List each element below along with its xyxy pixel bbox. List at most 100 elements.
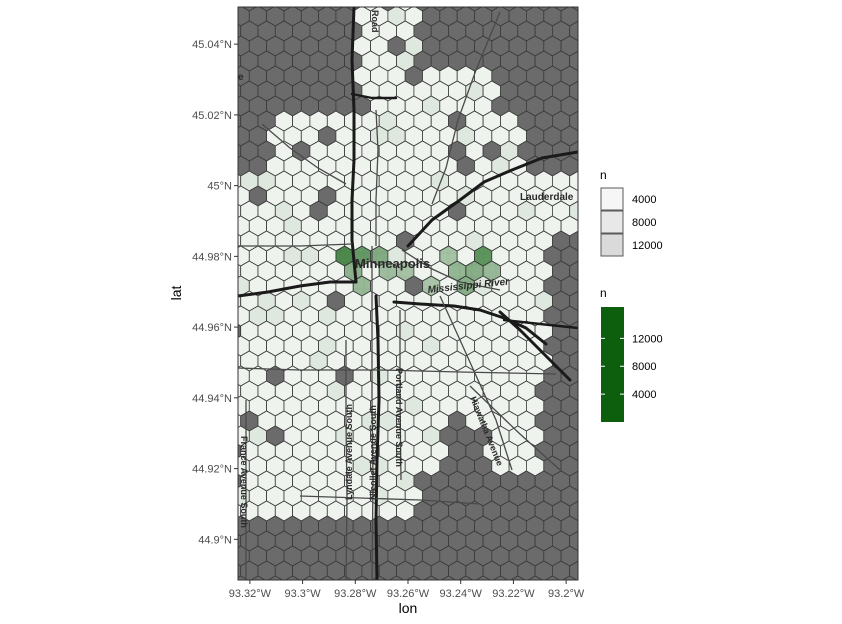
y-tick-label: 45°N: [207, 181, 232, 193]
hex-cell: [388, 575, 405, 580]
hex-cell: [578, 216, 595, 236]
hex-cell: [544, 575, 561, 580]
hex-cell: [569, 290, 578, 312]
hex-cell: [406, 575, 422, 580]
hex-cell: [578, 156, 595, 176]
highway-94-north: [350, 7, 358, 284]
highway-55: [498, 310, 572, 382]
hex-cell: [569, 380, 578, 402]
x-tick-label: 93.22°W: [492, 588, 535, 600]
highway-35w-north: [406, 150, 578, 248]
hex-cell: [578, 366, 595, 386]
hex-cell: [578, 336, 595, 356]
road-minnehaha: [469, 385, 561, 471]
hexbin-layer: [238, 6, 595, 580]
hex-cell: [354, 575, 370, 580]
hex-cell: [578, 276, 595, 296]
legend-fill-label: 4000: [632, 389, 656, 401]
hex-cell: [578, 96, 595, 116]
hex-cell: [562, 575, 578, 580]
road-mid: [238, 243, 353, 247]
x-tick-label: 93.32°W: [229, 588, 272, 600]
hex-cell: [578, 396, 595, 416]
highway-35w-south: [374, 294, 381, 580]
road-portland: [399, 310, 402, 481]
hex-cell: [569, 80, 578, 102]
hex-cell: [475, 575, 491, 580]
highway-94-east: [392, 300, 548, 346]
hex-cell: [578, 36, 595, 56]
road-west-broadway: [261, 123, 347, 185]
hex-cell: [527, 575, 543, 580]
hex-cell: [578, 306, 595, 326]
x-tick-label: 93.24°W: [440, 588, 483, 600]
x-tick-label: 93.2°W: [548, 588, 585, 600]
hex-cell: [267, 575, 284, 580]
hex-cell: [302, 575, 318, 580]
road-lake-street: [238, 367, 557, 375]
legend-alpha: n 4000 8000 12000: [600, 168, 663, 257]
road-label-portland: Portland Avenue South: [394, 368, 404, 467]
x-tick-label: 93.26°W: [387, 588, 430, 600]
hex-cell: [569, 350, 578, 372]
hex-cell: [250, 575, 266, 580]
hex-cell: [336, 575, 353, 580]
legend-alpha-key: [600, 233, 624, 257]
road-northeast: [431, 11, 501, 205]
hex-cell: [319, 575, 335, 580]
hex-cell: [238, 575, 249, 580]
y-axis-title: lat: [168, 286, 184, 301]
hex-cell: [510, 575, 526, 580]
hex-cell: [578, 426, 595, 446]
highway-east: [502, 318, 578, 330]
hex-cell: [569, 50, 578, 72]
hex-cell: [569, 470, 578, 492]
y-tick-label: 44.98°N: [192, 251, 232, 263]
y-axis: 44.9°N 44.92°N 44.94°N 44.96°N 44.98°N 45°N 45…: [192, 39, 238, 546]
x-tick-label: 93.28°W: [334, 588, 377, 600]
y-tick-label: 44.94°N: [192, 393, 232, 405]
y-tick-label: 45.02°N: [192, 110, 232, 122]
road-label-nicollet: Nicollet Avenue South: [368, 405, 378, 500]
y-tick-label: 44.9°N: [198, 534, 232, 546]
hex-cell: [578, 6, 595, 26]
roads: [238, 11, 561, 580]
x-tick-label: 93.3°W: [284, 588, 321, 600]
road-nicollet: [371, 246, 374, 580]
legend-fill-label: 8000: [632, 361, 656, 373]
hex-cell: [569, 170, 578, 192]
x-axis-title: lon: [399, 600, 418, 616]
hex-cell: [578, 486, 595, 506]
hex-cell: [578, 66, 595, 86]
legend-alpha-label: 4000: [632, 194, 656, 206]
road-south: [299, 495, 481, 505]
road-label-lyndale: Lyndale Avenue South: [344, 404, 354, 500]
hex-cell: [578, 516, 595, 536]
hex-cell: [569, 440, 578, 462]
hex-cell: [423, 575, 439, 580]
highway-94-west: [238, 280, 358, 298]
legend-alpha-label: 12000: [632, 240, 663, 252]
hex-cell: [569, 200, 578, 222]
hex-cell: [569, 560, 578, 580]
highway-lowry: [350, 92, 398, 100]
hex-cell: [578, 126, 595, 146]
hex-cell: [492, 575, 509, 580]
y-tick-label: 44.96°N: [192, 322, 232, 334]
hex-cell: [569, 20, 578, 42]
hex-cell: [578, 186, 595, 206]
hex-cell: [569, 530, 578, 552]
highways: [238, 7, 578, 580]
hex-cell: [284, 575, 301, 580]
hex-cell: [578, 246, 595, 266]
legend-alpha-key: [600, 210, 624, 234]
legend-fill: n 12000 8000 4000: [600, 286, 663, 422]
suburb-label: Lauderdale: [520, 192, 574, 203]
hex-cell: [569, 410, 578, 432]
legend-fill-title: n: [600, 286, 607, 300]
hex-cell: [458, 575, 474, 580]
legend-alpha-title: n: [600, 168, 607, 182]
legend-colorbar: [601, 307, 624, 422]
hex-cell: [569, 260, 578, 282]
